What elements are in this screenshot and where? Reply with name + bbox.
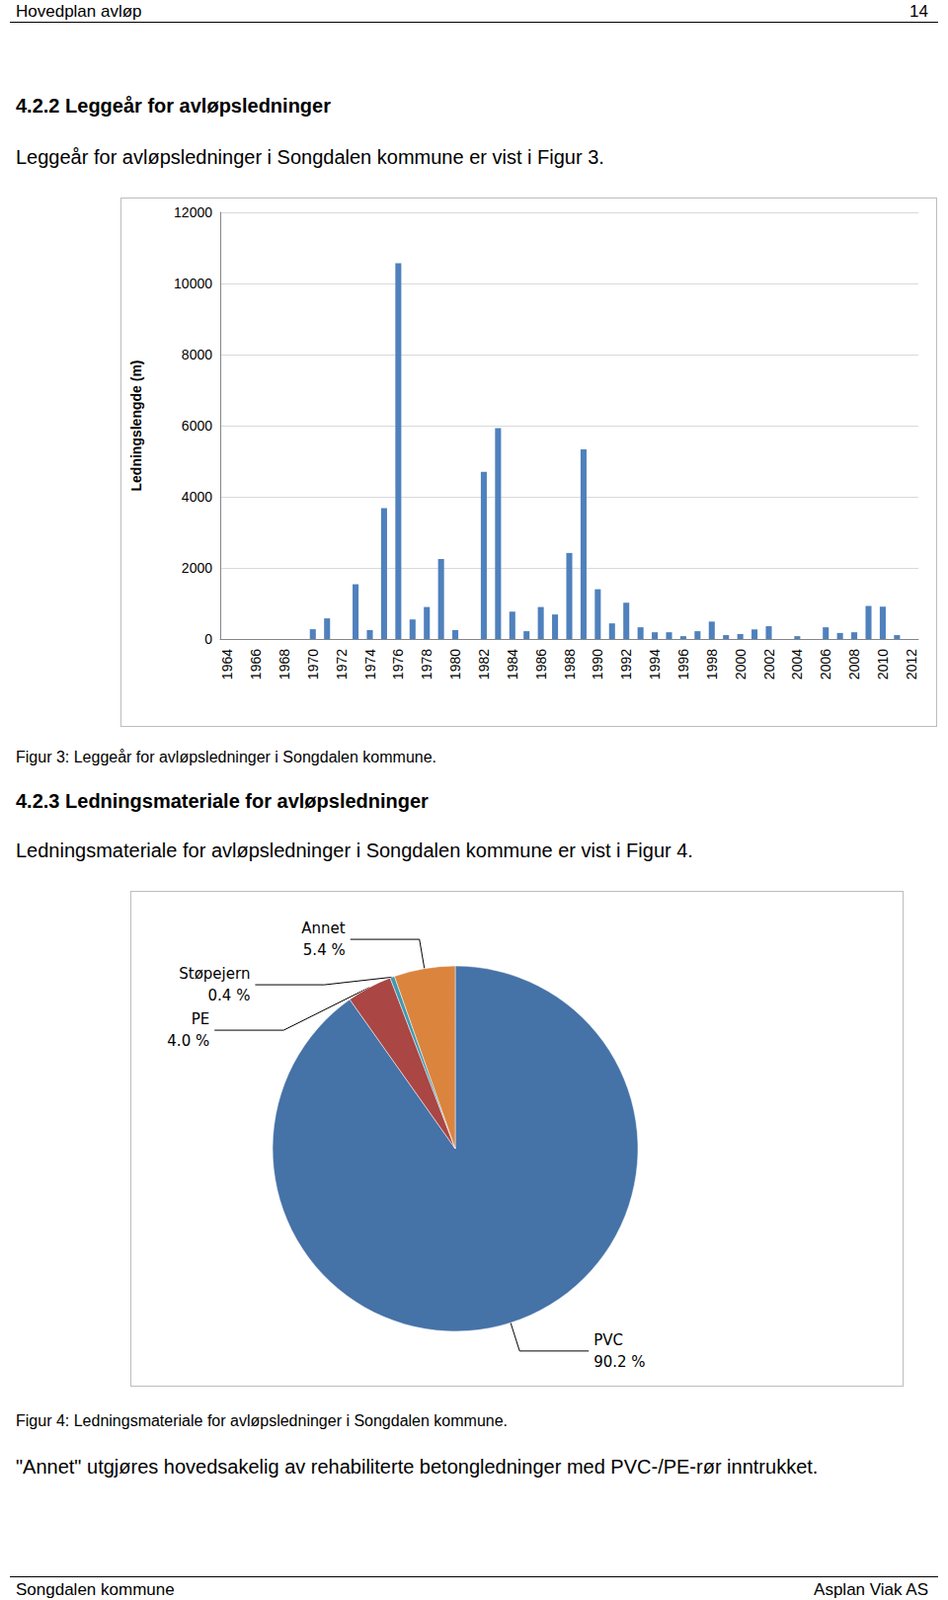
svg-text:4000: 4000: [181, 488, 213, 505]
svg-text:12000: 12000: [173, 204, 213, 221]
svg-text:1986: 1986: [533, 648, 550, 680]
svg-text:2002: 2002: [761, 648, 778, 680]
svg-text:10000: 10000: [173, 275, 213, 292]
svg-text:2012: 2012: [903, 648, 920, 680]
html-text:Ledningsmateriale for avløpsle: Ledningsmateriale for avløpsledninger i …: [15, 839, 694, 862]
svg-text:1966: 1966: [247, 648, 264, 680]
svg-text:8000: 8000: [181, 346, 213, 363]
svg-text:6000: 6000: [181, 417, 213, 434]
html-text:Figur 4: Ledningsmateriale for: Figur 4: Ledningsmateriale for avløpsled…: [15, 1412, 508, 1429]
html-text:Leggeår for avløpsledninger i: Leggeår for avløpsledninger i Songdalen …: [15, 146, 605, 168]
svg-text:1968: 1968: [276, 648, 293, 680]
svg-text:1970: 1970: [305, 648, 321, 680]
html-text:Asplan Viak AS: Asplan Viak AS: [813, 1580, 929, 1599]
svg-text:5.4 %: 5.4 %: [303, 941, 346, 959]
svg-text:1972: 1972: [333, 648, 350, 680]
svg-text:1996: 1996: [675, 648, 692, 680]
svg-text:1992: 1992: [618, 648, 634, 680]
svg-text:1964: 1964: [219, 648, 236, 680]
svg-text:1980: 1980: [447, 648, 464, 680]
svg-text:0.4 %: 0.4 %: [208, 986, 251, 1005]
svg-text:1974: 1974: [362, 648, 379, 680]
html-text:4.2.2 Leggeår for avløpslednin: 4.2.2 Leggeår for avløpsledninger: [15, 94, 331, 117]
svg-text:2006: 2006: [817, 648, 834, 680]
svg-text:2010: 2010: [874, 648, 891, 680]
svg-text:4.0 %: 4.0 %: [166, 1031, 210, 1050]
svg-text:PE: PE: [191, 1010, 211, 1028]
html-text:Songdalen kommune: Songdalen kommune: [15, 1580, 175, 1599]
svg-text:90.2 %: 90.2 %: [593, 1352, 645, 1371]
svg-text:2004: 2004: [789, 648, 805, 680]
svg-text:Støpejern: Støpejern: [178, 964, 250, 983]
svg-text:1984: 1984: [504, 648, 521, 680]
svg-text:Annet: Annet: [301, 919, 346, 938]
svg-text:1994: 1994: [646, 648, 663, 680]
html-text:14: 14: [909, 1, 929, 21]
svg-text:1976: 1976: [390, 648, 406, 680]
html-text:Hovedplan avløp: Hovedplan avløp: [15, 1, 142, 21]
svg-text:1998: 1998: [704, 648, 720, 680]
svg-text:PVC: PVC: [593, 1331, 624, 1349]
svg-text:2008: 2008: [846, 648, 863, 680]
svg-text:Ledningslengde (m): Ledningslengde (m): [128, 360, 145, 492]
svg-text:1978: 1978: [418, 648, 435, 680]
html-text:"Annet" utgjøres hovedsakelig: "Annet" utgjøres hovedsakelig av rehabil…: [15, 1455, 819, 1478]
svg-text:1990: 1990: [589, 648, 606, 680]
html-text:Figur 3: Leggeår for avløpsled: Figur 3: Leggeår for avløpsledninger i S…: [15, 748, 437, 766]
html-text:4.2.3 Ledningsmateriale for av: 4.2.3 Ledningsmateriale for avløpslednin…: [15, 790, 429, 812]
svg-text:2000: 2000: [181, 559, 213, 576]
svg-text:1982: 1982: [475, 648, 492, 680]
svg-text:2000: 2000: [732, 648, 749, 680]
svg-text:1988: 1988: [561, 648, 578, 680]
svg-text:0: 0: [204, 631, 213, 647]
